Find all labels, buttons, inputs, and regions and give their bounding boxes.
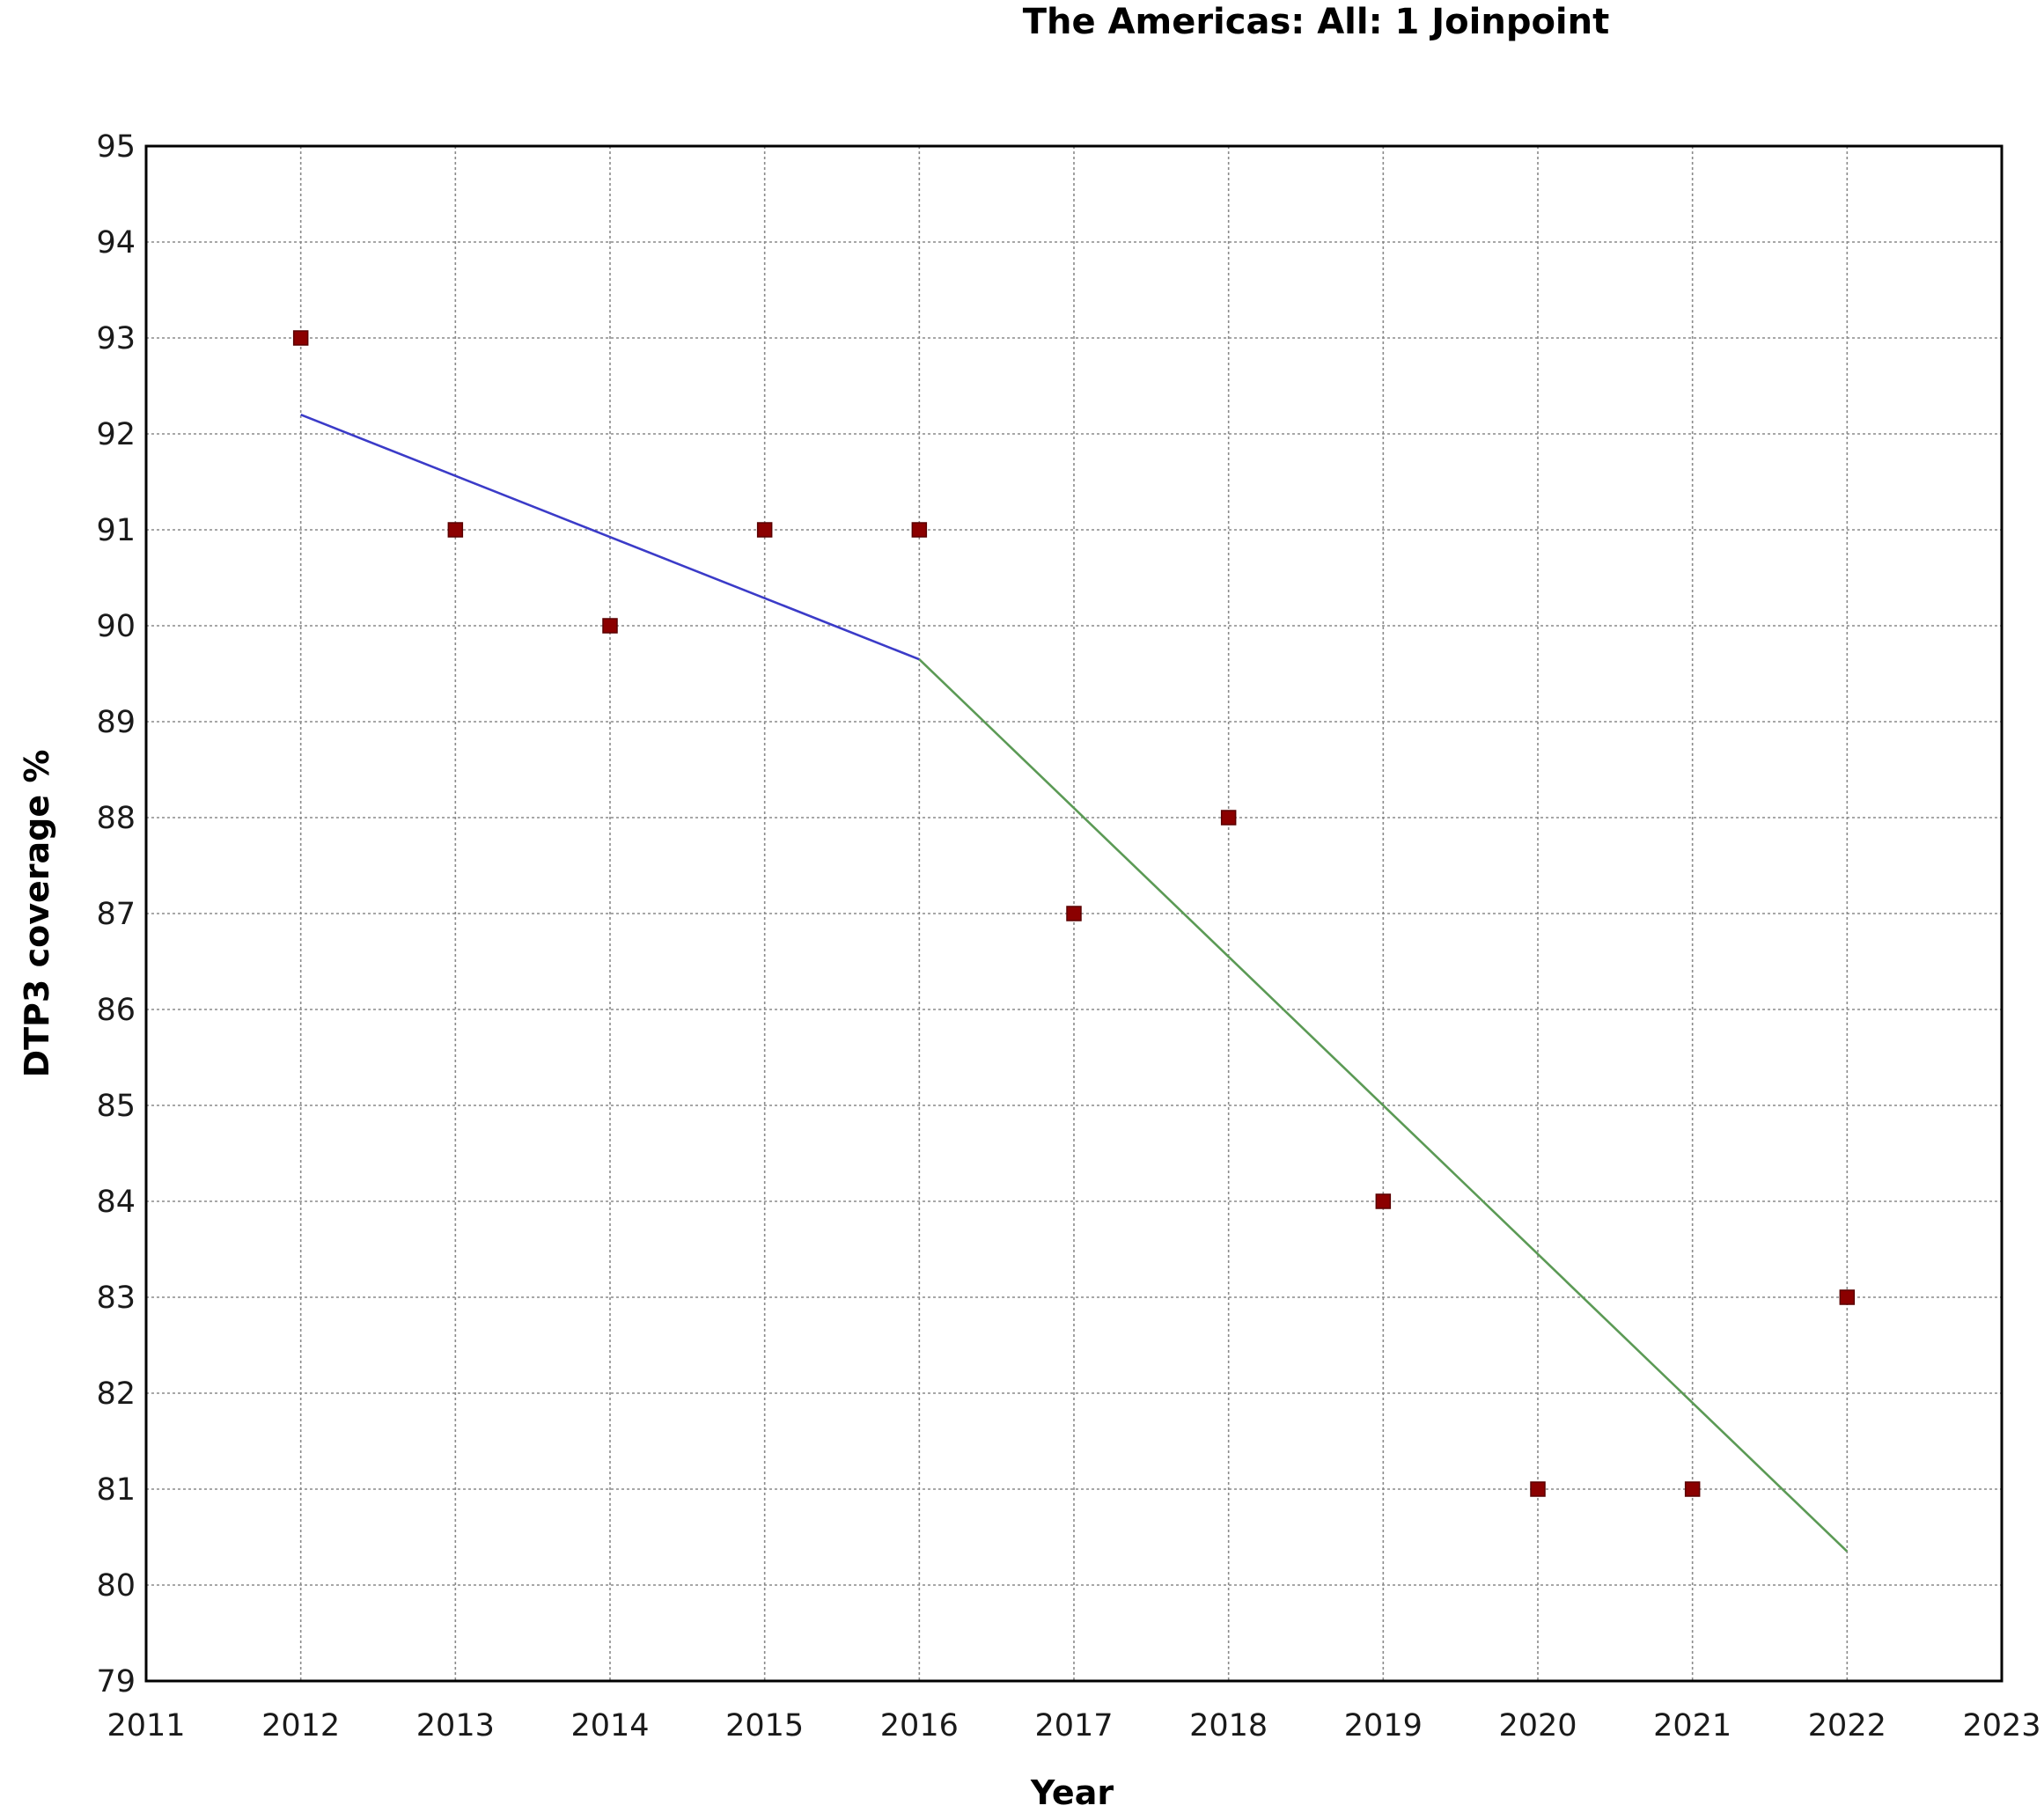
y-tick-label: 92 [96,417,136,452]
x-tick-label: 2014 [570,1708,649,1743]
x-tick-label: 2017 [1034,1708,1113,1743]
data-point [911,522,928,538]
y-axis-ticks: 79 80 81 82 83 84 85 86 87 88 89 90 91 92 93 94 95 [96,129,136,1699]
data-point [1839,1289,1856,1305]
x-tick-label: 2019 [1344,1708,1423,1743]
data-point [447,522,464,538]
plot-area-frame [144,144,2004,1683]
x-tick-label: 2023 [1962,1708,2040,1743]
x-tick-label: 2015 [725,1708,804,1743]
data-point [1220,810,1237,826]
y-tick-label: 88 [96,801,136,836]
chart-title: The Americas: All: 1 Joinpoint [1023,2,1609,42]
data-point [1066,906,1082,921]
y-axis-title: DTP3 coverage % [18,750,56,1078]
y-tick-label: 87 [96,897,136,932]
data-point [1375,1193,1392,1209]
y-tick-label: 94 [96,225,136,261]
trend-segment-1 [300,413,920,661]
x-tick-label: 2013 [416,1708,495,1743]
x-tick-label: 2012 [261,1708,340,1743]
y-tick-label: 82 [96,1376,136,1412]
x-tick-label: 2011 [107,1708,185,1743]
x-tick-label: 2022 [1808,1708,1886,1743]
series-layer [292,330,1856,1552]
y-tick-label: 85 [96,1089,136,1124]
data-point [1684,1481,1701,1497]
data-point [292,330,309,346]
y-tick-label: 86 [96,993,136,1028]
data-point [602,618,618,634]
y-tick-label: 90 [96,609,136,644]
y-tick-label: 80 [96,1568,136,1604]
y-tick-label: 89 [96,705,136,740]
y-tick-label: 95 [96,129,136,165]
x-axis-title: Year [1030,1773,1114,1812]
x-tick-label: 2018 [1189,1708,1268,1743]
x-tick-label: 2021 [1653,1708,1732,1743]
data-point [756,522,773,538]
x-tick-label: 2016 [880,1708,959,1743]
x-axis-ticks: 2011 2012 2013 2014 2015 2016 2017 2018 2019 2020… [107,1708,2040,1743]
y-tick-label: 81 [96,1472,136,1508]
x-tick-label: 2020 [1498,1708,1577,1743]
y-tick-label: 93 [96,321,136,356]
y-tick-label: 91 [96,513,136,548]
trend-segment-2 [918,658,1849,1552]
y-tick-label: 79 [96,1664,136,1699]
y-tick-label: 84 [96,1185,136,1220]
y-tick-label: 83 [96,1281,136,1316]
data-point [1530,1481,1546,1497]
